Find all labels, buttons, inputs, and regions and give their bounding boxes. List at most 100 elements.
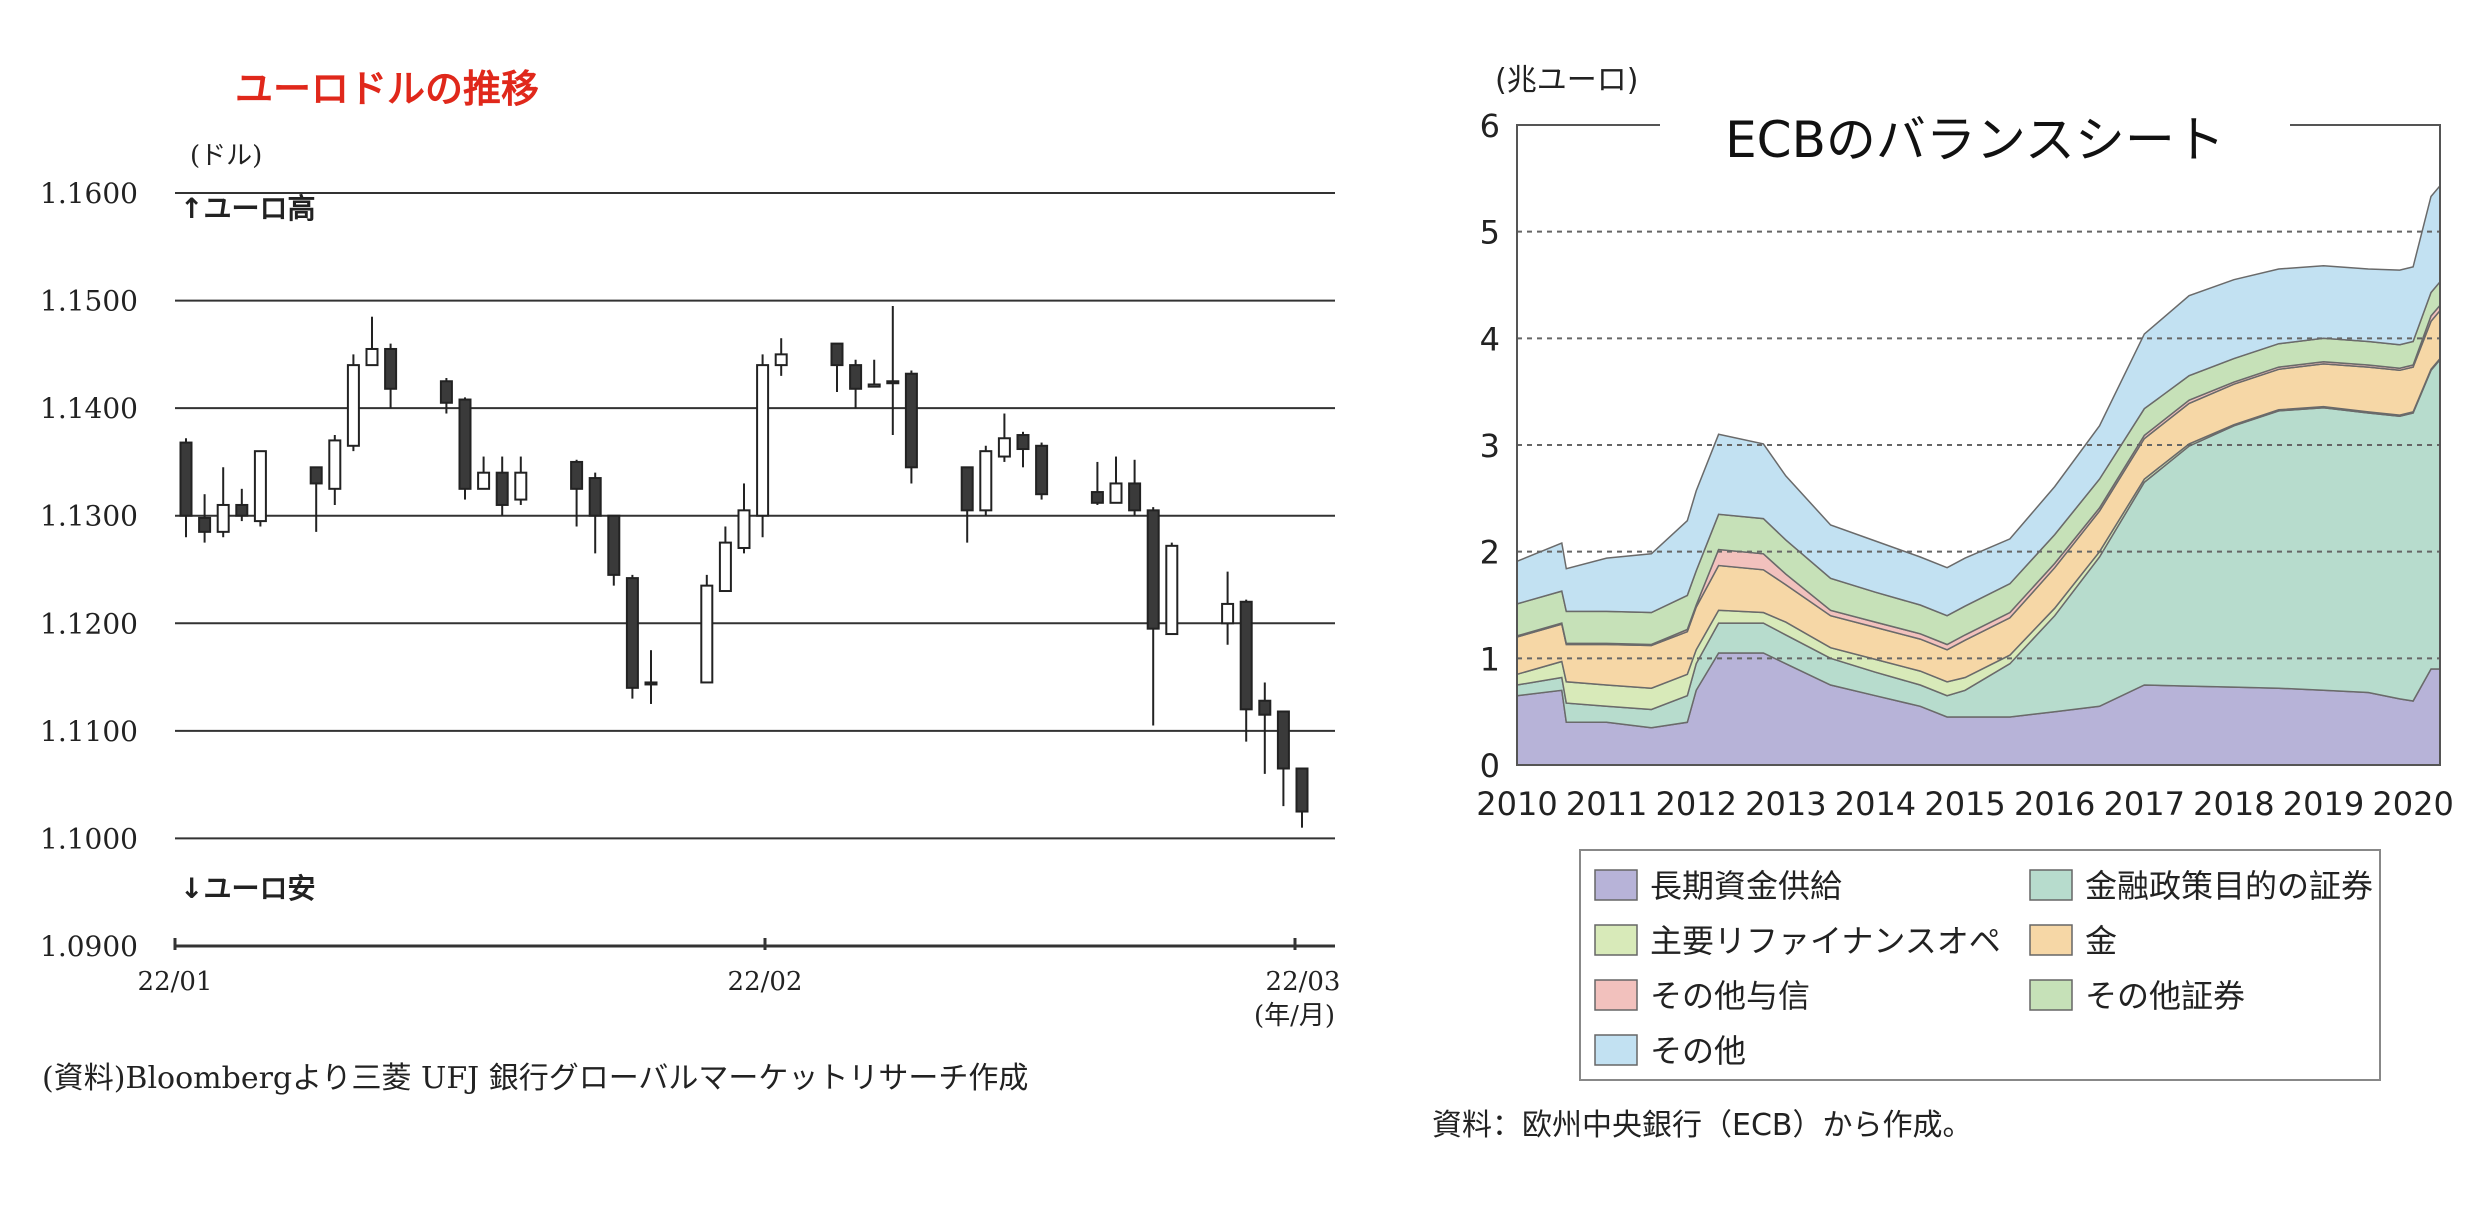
candle xyxy=(774,338,788,376)
candle xyxy=(328,435,342,505)
candle-body xyxy=(346,364,360,447)
candle-body xyxy=(253,450,267,523)
candle-body xyxy=(570,460,584,490)
candle-body xyxy=(309,466,323,485)
candle-body xyxy=(849,364,863,390)
candle xyxy=(514,456,528,505)
candle-body xyxy=(979,450,993,512)
ecb-x-tick-label: 2013 xyxy=(1745,785,1826,823)
ecb-legend-label: 金 xyxy=(2085,922,2117,960)
candle xyxy=(384,343,398,409)
candle-body xyxy=(1258,699,1272,716)
ecb-gridlines xyxy=(1517,230,2440,660)
ecb-legend-label: その他与信 xyxy=(1650,977,1810,1015)
ecb-legend-box xyxy=(1579,849,2381,1081)
ecb-legend-swatch xyxy=(1594,1034,1638,1066)
candle xyxy=(904,370,918,484)
candle xyxy=(253,450,267,527)
eurusd-chart: ユーロドルの推移 (ドル) 1.16001.15001.14001.13001.… xyxy=(40,67,1340,1096)
eurusd-x-tick-label: 22/02 xyxy=(728,967,803,997)
candle-body xyxy=(365,347,379,367)
ecb-legend-label: 主要リファイナンスオペ xyxy=(1650,922,2001,960)
eurusd-y-tick-label: 1.1600 xyxy=(40,177,138,210)
candle xyxy=(960,466,974,543)
candle xyxy=(198,494,212,543)
candle-body xyxy=(625,577,639,689)
candle-body xyxy=(1109,482,1123,504)
candle xyxy=(1165,542,1179,636)
candle-body xyxy=(737,509,751,549)
ecb-x-tick-label: 2011 xyxy=(1566,785,1647,823)
ecb-x-tick-label: 2017 xyxy=(2104,785,2185,823)
candle xyxy=(1221,571,1235,645)
ecb-x-tick-label: 2020 xyxy=(2372,785,2453,823)
candle-body xyxy=(1239,600,1253,711)
eurusd-unit-label: (ドル) xyxy=(190,141,262,171)
eurusd-gridlines xyxy=(175,192,1335,840)
candle-body xyxy=(1146,509,1160,630)
candle xyxy=(1128,459,1142,516)
ecb-y-tick-label: 5 xyxy=(1480,214,1500,252)
candle xyxy=(1258,682,1272,774)
candle xyxy=(235,488,249,522)
eurusd-title: ユーロドルの推移 xyxy=(235,67,539,111)
candle xyxy=(1295,767,1309,828)
eurusd-annotation-euro-strong: ↑ユーロ高 xyxy=(180,192,315,225)
candle-body xyxy=(514,471,528,501)
candle-body xyxy=(384,347,398,390)
ecb-legend-swatch xyxy=(1594,924,1638,956)
candle-body xyxy=(588,477,602,517)
candle-body xyxy=(198,516,212,533)
candle xyxy=(365,316,379,367)
ecb-unit-label: (兆ユーロ) xyxy=(1495,63,1638,98)
ecb-legend-label: 長期資金供給 xyxy=(1650,867,1842,905)
eurusd-y-tick-label: 1.1000 xyxy=(40,822,138,855)
ecb-x-tick-label: 2015 xyxy=(1924,785,2005,823)
ecb-legend-swatch xyxy=(2029,979,2073,1011)
eurusd-y-tick-label: 1.0900 xyxy=(40,930,138,963)
ecb-y-tick-label: 1 xyxy=(1480,640,1500,678)
ecb-y-tick-labels: 0 1 2 3 4 5 6 xyxy=(1480,107,1500,785)
candle xyxy=(737,483,751,554)
candle xyxy=(309,466,323,532)
candle xyxy=(439,378,453,414)
candle-body xyxy=(1221,602,1235,625)
eurusd-candles xyxy=(179,305,1309,828)
eurusd-y-tick-label: 1.1100 xyxy=(40,715,138,748)
candle xyxy=(1035,442,1049,500)
candle xyxy=(179,438,193,538)
eurusd-y-tick-label: 1.1500 xyxy=(40,285,138,318)
ecb-y-tick-label: 3 xyxy=(1480,427,1500,465)
candle-body xyxy=(439,380,453,404)
eurusd-y-tick-label: 1.1300 xyxy=(40,500,138,533)
candle xyxy=(644,650,658,704)
candle xyxy=(867,359,881,388)
candle xyxy=(458,397,472,500)
candle-body xyxy=(1276,710,1290,770)
candle-body xyxy=(216,503,230,533)
candle xyxy=(495,456,509,516)
candle xyxy=(700,574,714,684)
candle-body xyxy=(1016,434,1030,451)
candle-body xyxy=(1090,491,1104,504)
ecb-y-tick-label: 6 xyxy=(1480,107,1500,145)
eurusd-x-axis: 22/01 22/02 22/03 xyxy=(138,938,1340,997)
eurusd-annotation-euro-weak: ↓ユーロ安 xyxy=(180,872,315,905)
ecb-x-tick-label: 2014 xyxy=(1835,785,1916,823)
candle-body xyxy=(960,466,974,512)
ecb-legend-label: 金融政策目的の証券 xyxy=(2085,867,2373,905)
candle-body xyxy=(495,471,509,506)
candle-body xyxy=(774,353,788,367)
candle xyxy=(979,445,993,516)
candle-body xyxy=(235,503,249,517)
candle-body xyxy=(328,439,342,490)
candle-body xyxy=(700,584,714,684)
candle-body xyxy=(904,372,918,469)
ecb-legend-label: その他 xyxy=(1650,1032,1746,1070)
ecb-title: ECBのバランスシート xyxy=(1725,111,2225,169)
candle-body xyxy=(644,681,658,686)
candle-body xyxy=(1035,444,1049,496)
